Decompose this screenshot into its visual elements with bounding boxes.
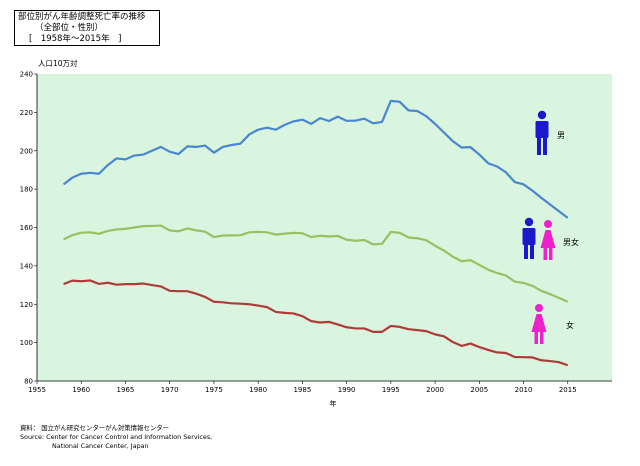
chart-title: 部位別がん年齢調整死亡率の推移 [18, 12, 146, 22]
y-tick-label: 120 [20, 301, 33, 309]
male-icon [522, 217, 536, 259]
chart-subtitle: （全部位・性別） [35, 23, 104, 33]
female-icon-leg-left [543, 248, 547, 260]
series-line-female [63, 279, 569, 367]
annotation-both: 男女 [563, 237, 579, 247]
x-tick-label: 2010 [515, 386, 533, 394]
y-tick-label: 240 [20, 71, 33, 79]
x-tick-label: 1995 [382, 386, 400, 394]
female-icon-dress [540, 230, 556, 248]
x-tick-label: 1985 [293, 386, 311, 394]
x-tick-label: 2015 [559, 386, 577, 394]
source-note: 資料： 国立がん研究センターがん対策情報センター Source: Center … [20, 424, 212, 451]
chart-title-box: 部位別がん年齢調整死亡率の推移 （全部位・性別） [ 1958年～2015年 ] [14, 10, 160, 46]
male-icon [535, 110, 549, 155]
male-icon-leg-right [530, 244, 534, 259]
female-icon [531, 304, 547, 344]
male-icon-body [522, 228, 536, 245]
x-tick-label: 2000 [426, 386, 444, 394]
source-line-en: Source: Center for Cancer Control and In… [20, 433, 213, 441]
male-icon-leg-right [543, 137, 547, 155]
y-tick-label: 100 [20, 339, 33, 347]
y-tick-label: 220 [20, 109, 33, 117]
annotation-female: 女 [566, 320, 574, 330]
female-icon-leg-right [540, 332, 544, 344]
y-tick-label: 180 [20, 186, 33, 194]
x-axis-label: 年 [330, 399, 337, 408]
male-icon-leg-left [537, 137, 541, 155]
x-tick-label: 1955 [28, 386, 46, 394]
male-icon-head [524, 217, 534, 227]
y-tick-label: 160 [20, 224, 33, 232]
annotation-male: 男 [557, 131, 565, 140]
x-tick-label: 2005 [470, 386, 488, 394]
x-tick-label: 1960 [72, 386, 90, 394]
male-icon-leg-left [524, 244, 528, 259]
source-line-ja: 資料： 国立がん研究センターがん対策情報センター [20, 424, 170, 432]
x-tick-label: 1975 [205, 386, 223, 394]
x-tick-label: 1980 [249, 386, 267, 394]
male-icon-body [535, 121, 549, 138]
female-icon-leg-right [549, 248, 553, 260]
x-tick-label: 1990 [338, 386, 356, 394]
y-tick-label: 200 [20, 147, 33, 155]
x-tick-label: 1970 [161, 386, 179, 394]
male-icon-head [537, 110, 547, 120]
female-icon-dress [531, 314, 547, 332]
source-line-org: National Cancer Center, Japan [52, 442, 149, 450]
female-icon [540, 220, 556, 260]
female-icon-head [544, 220, 552, 228]
x-tick-label: 1965 [117, 386, 135, 394]
series-line-male [62, 99, 569, 219]
series-lines [62, 99, 569, 367]
chart-period: [ 1958年～2015年 ] [29, 34, 122, 44]
female-icon-head [535, 304, 543, 312]
female-icon-leg-left [534, 332, 538, 344]
tick-labels: 80 100 120 140 160 180 200 220 240 1955 1960 1965 19… [20, 71, 577, 395]
y-tick-label: 140 [20, 262, 33, 270]
y-axis-label: 人口10万対 [38, 58, 78, 68]
series-line-both [63, 224, 569, 303]
y-tick-label: 80 [24, 378, 33, 386]
